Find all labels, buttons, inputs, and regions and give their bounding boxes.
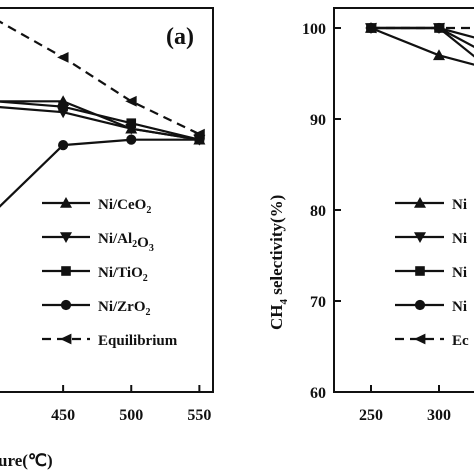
panel-a-letter: (a) — [166, 24, 194, 50]
panel-a-legend-label: Equilibrium — [98, 333, 178, 349]
panel-a-data-point — [58, 101, 68, 112]
panel-a-data-point — [126, 118, 137, 128]
panel-a-legend-label: Ni/ZrO2 — [98, 299, 151, 318]
panel-b-frame — [333, 7, 474, 393]
panel-a-legend-marker — [60, 299, 72, 311]
panel-b-legend-label: Ni — [452, 197, 467, 213]
panel-a-series-line — [0, 100, 200, 141]
panel-b-data-point — [365, 22, 377, 34]
panel-a-series-line — [0, 20, 200, 136]
panel-a-legend-marker — [61, 266, 71, 276]
panel-a-series — [0, 20, 206, 208]
panel-b: 100 90 80 70 60 250 300 Ni Ni Ni Ni Ec CH4 selecti… — [267, 7, 474, 424]
panel-a-data-point — [125, 95, 137, 107]
panel-b-x-tick-label: 250 — [359, 407, 383, 424]
panel-a-legend-marker — [60, 333, 72, 345]
panel-b-y-tick-label: 90 — [310, 112, 326, 129]
panel-a: (a) 450 500 550 Ni/CeO2 Ni/Al2O3 Ni/TiO2 Ni/Z… — [0, 7, 214, 470]
panel-b-data-point — [433, 49, 445, 61]
panel-b-ticks: 100 90 80 70 60 250 300 — [302, 21, 451, 424]
panel-b-y-tick-label: 100 — [302, 21, 326, 38]
panel-a-series-line — [0, 106, 200, 141]
panel-a-ticks: 450 500 550 — [51, 385, 211, 424]
panel-b-legend-marker — [414, 333, 426, 345]
panel-b-legend-marker — [414, 232, 426, 243]
panel-a-legend-label: Ni/CeO2 — [98, 197, 151, 216]
panel-a-legend-marker — [60, 197, 72, 208]
panel-a-data-point — [126, 134, 137, 145]
panel-b-x-tick-label: 300 — [427, 407, 451, 424]
panel-a-data-point — [57, 51, 69, 63]
panel-b-y-axis-title: CH4 selectivity(%) — [267, 195, 290, 330]
panel-a-legend-label: Ni/TiO2 — [98, 265, 148, 284]
panel-a-x-tick-label: 500 — [119, 407, 143, 424]
panel-a-data-point — [193, 128, 205, 140]
panel-b-legend-label: Ni — [452, 299, 467, 315]
panel-b-data-point — [433, 22, 445, 34]
panel-b-series-line — [371, 26, 474, 58]
panel-a-legend-marker — [60, 232, 72, 243]
panel-b-legend-label: Ec — [452, 333, 469, 349]
panel-a-x-axis-title: ure(℃) — [0, 451, 53, 470]
panel-a-series-line — [0, 138, 200, 208]
panel-b-legend: Ni Ni Ni Ni Ec — [395, 197, 469, 349]
panel-a-data-point — [58, 140, 69, 151]
panel-b-series — [365, 22, 474, 66]
panel-b-series-line — [370, 26, 474, 66]
panel-b-y-tick-label: 80 — [310, 203, 326, 220]
panel-b-legend-label: Ni — [452, 265, 467, 281]
panel-a-x-tick-label: 450 — [51, 407, 75, 424]
panel-b-legend-marker — [414, 299, 426, 311]
panel-a-x-tick-label: 550 — [187, 407, 211, 424]
panel-a-legend: Ni/CeO2 Ni/Al2O3 Ni/TiO2 Ni/ZrO2 Equilibrium — [42, 197, 178, 349]
panel-b-legend-label: Ni — [452, 231, 467, 247]
panel-b-y-tick-label: 70 — [310, 294, 326, 311]
panel-b-legend-marker — [414, 197, 426, 208]
panel-b-y-tick-label: 60 — [310, 385, 326, 402]
panel-a-frame — [0, 7, 214, 393]
panel-b-legend-marker — [415, 266, 425, 276]
panel-a-legend-label: Ni/Al2O3 — [98, 231, 154, 254]
